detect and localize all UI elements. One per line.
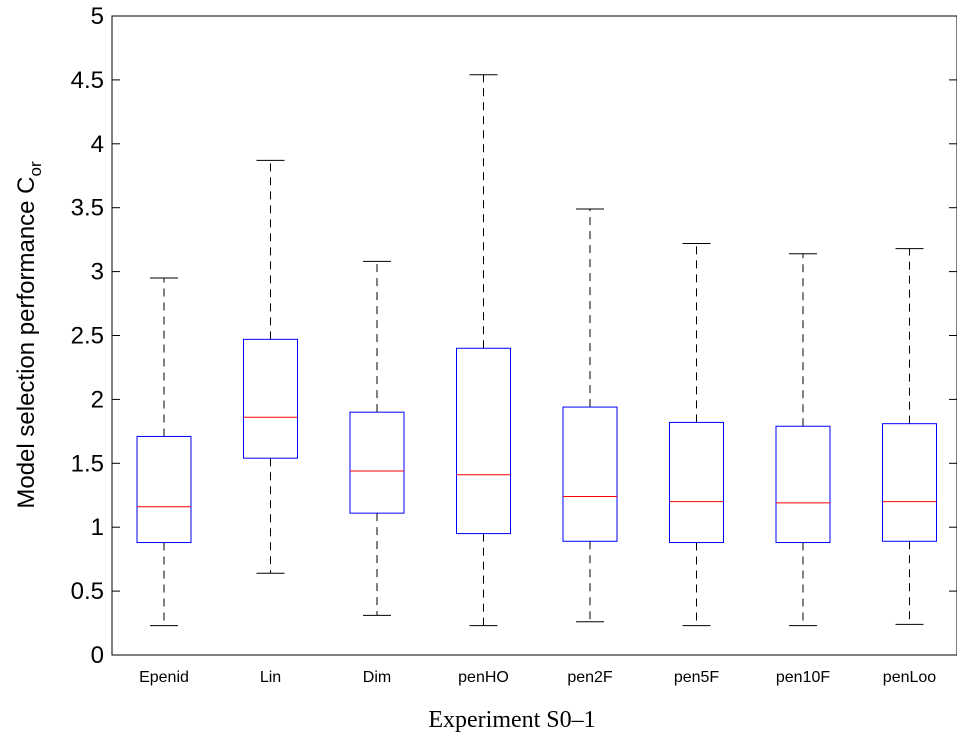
y-axis-label-subscript: or [26, 161, 45, 176]
y-tick-label: 0 [91, 642, 104, 669]
x-axis-label: Experiment S0–1 [428, 707, 595, 733]
box-dim [349, 260, 405, 616]
iqr-box [775, 425, 831, 544]
x-category-label: pen10F [776, 669, 830, 686]
x-category-label: pen2F [567, 669, 613, 686]
box-pen2f [562, 208, 618, 623]
y-axis-label-main: Model selection performance C [13, 176, 40, 508]
x-category-label: Dim [363, 669, 391, 686]
x-category-label: Epenid [139, 669, 189, 686]
box-penho [456, 74, 511, 627]
iqr-box [456, 347, 511, 535]
box-penloo [882, 248, 937, 625]
x-axis-category-labels: Epenid Lin Dim penHO pen2F pen5F pen10F penLoo [139, 669, 936, 686]
y-tick-label: 0.5 [71, 578, 104, 605]
iqr-box [669, 421, 724, 544]
y-tick-label: 3 [91, 259, 104, 286]
y-tick-label: 4.5 [71, 67, 104, 94]
y-tick-label: 1.5 [71, 450, 104, 477]
x-category-label: Lin [260, 669, 281, 686]
box-epenid [136, 277, 192, 627]
iqr-box [136, 435, 192, 544]
x-category-label: pen5F [674, 669, 720, 686]
box-pen10f [775, 253, 831, 627]
y-tick-label: 4 [91, 131, 104, 158]
iqr-box [349, 411, 405, 514]
y-tick-label: 5 [91, 3, 104, 30]
iqr-box [882, 423, 937, 542]
iqr-box [243, 338, 298, 459]
y-tick-label: 3.5 [71, 195, 104, 222]
y-tick-label: 1 [91, 514, 104, 541]
iqr-box [562, 406, 618, 542]
y-axis-ticks: 0 0.5 1 1.5 2 2.5 3 3.5 4 4.5 5 [71, 3, 957, 669]
box-pen5f [669, 242, 724, 627]
plot-area [111, 15, 957, 656]
y-axis-label: Model selection performance Cor [13, 161, 45, 509]
y-tick-label: 2 [91, 386, 104, 413]
x-category-label: penLoo [883, 669, 936, 686]
x-category-label: penHO [458, 669, 509, 686]
box-lin [243, 159, 298, 574]
y-tick-label: 2.5 [71, 323, 104, 350]
box-series [136, 74, 937, 627]
